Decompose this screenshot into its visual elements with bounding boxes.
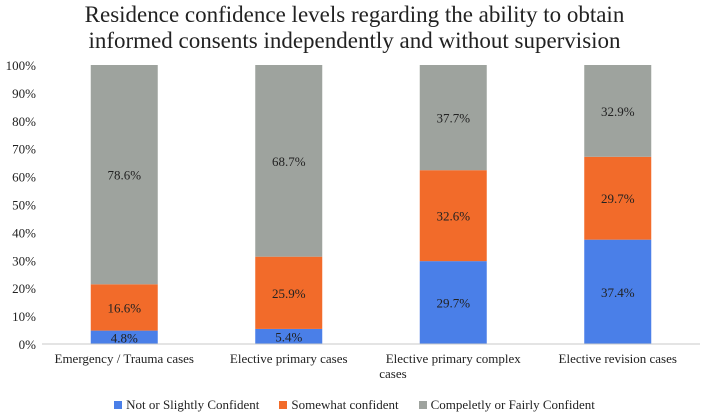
legend-item-not-confident: Not or Slightly Confident — [114, 397, 259, 413]
data-label: 29.7% — [601, 191, 635, 206]
chart-title-line-1: Residence confidence levels regarding th… — [84, 2, 625, 27]
x-tick-label: Elective primary cases — [230, 351, 348, 366]
data-label: 25.9% — [272, 286, 306, 301]
bar-segment — [90, 284, 158, 331]
chart-legend: Not or Slightly Confident Somewhat confi… — [0, 397, 709, 413]
chart-title-line-2: informed consents independently and with… — [88, 28, 621, 53]
bar-segment — [255, 65, 323, 257]
y-tick-label: 10% — [12, 309, 36, 324]
legend-swatch-fully-confident — [418, 401, 427, 409]
y-tick-label: 70% — [12, 142, 36, 157]
bar-segment — [255, 256, 323, 329]
x-tick-label: Emergency / Trauma cases — [55, 351, 194, 366]
legend-label-somewhat-confident: Somewhat confident — [291, 397, 399, 412]
legend-label-fully-confident: Compeletly or Fairly Confident — [430, 397, 595, 412]
stacked-bar-chart: 0% 10% 20% 30% 40% 50% 60% 70% 80% 90% 100% 4.8% 16.… — [6, 58, 700, 381]
data-label: 32.6% — [436, 209, 470, 224]
bar-segment — [90, 65, 158, 285]
y-tick-label: 0% — [19, 337, 37, 352]
data-label: 68.7% — [272, 154, 306, 169]
data-label: 5.4% — [275, 329, 302, 344]
bar-segment — [255, 328, 323, 344]
data-label: 32.9% — [601, 104, 635, 119]
chart-title: Residence confidence levels regarding th… — [0, 2, 709, 54]
y-tick-label: 30% — [12, 253, 36, 268]
legend-item-somewhat-confident: Somewhat confident — [279, 397, 399, 413]
legend-item-fully-confident: Compeletly or Fairly Confident — [418, 397, 595, 413]
bar-segment — [584, 65, 652, 157]
legend-swatch-somewhat-confident — [279, 401, 288, 409]
bar-segment — [584, 239, 652, 344]
y-tick-label: 90% — [12, 86, 36, 101]
legend-swatch-not-confident — [114, 401, 123, 409]
y-tick-label: 20% — [12, 281, 36, 296]
y-tick-label: 50% — [12, 198, 36, 213]
data-label: 29.7% — [436, 296, 470, 311]
x-tick-label: cases — [379, 366, 406, 381]
data-label: 78.6% — [107, 168, 141, 183]
data-label: 37.4% — [601, 285, 635, 300]
bar-segment — [90, 330, 158, 344]
legend-label-not-confident: Not or Slightly Confident — [126, 397, 260, 412]
bar-segment — [419, 170, 487, 262]
y-tick-label: 40% — [12, 225, 36, 240]
data-label: 37.7% — [436, 111, 470, 126]
y-tick-label: 80% — [12, 114, 36, 129]
x-tick-label: Elective primary complex — [386, 351, 522, 366]
bar-segment — [419, 261, 487, 344]
y-tick-label: 60% — [12, 170, 36, 185]
data-label: 4.8% — [111, 330, 138, 345]
y-tick-label: 100% — [6, 58, 37, 73]
bar-segment — [584, 156, 652, 240]
x-tick-label: Elective revision cases — [559, 351, 677, 366]
bar-segment — [419, 65, 487, 171]
data-label: 16.6% — [107, 300, 141, 315]
